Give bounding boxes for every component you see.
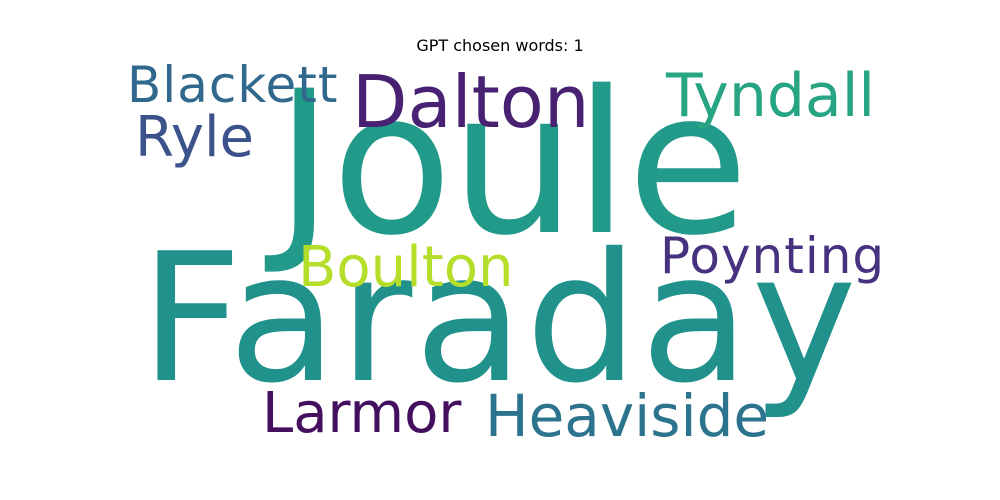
word-blackett: Blackett <box>127 56 339 114</box>
word-faraday: Faraday <box>140 215 859 422</box>
word-heaviside: Heaviside <box>485 382 770 450</box>
word-dalton: Dalton <box>352 60 590 144</box>
word-boulton: Boulton <box>298 235 514 300</box>
word-larmor: Larmor <box>262 381 462 446</box>
chart-title: GPT chosen words: 1 <box>416 36 584 55</box>
word-ryle: Ryle <box>135 105 254 170</box>
word-poynting: Poynting <box>660 227 886 285</box>
word-joule: Joule <box>275 48 749 279</box>
word-tyndall: Tyndall <box>666 61 876 131</box>
